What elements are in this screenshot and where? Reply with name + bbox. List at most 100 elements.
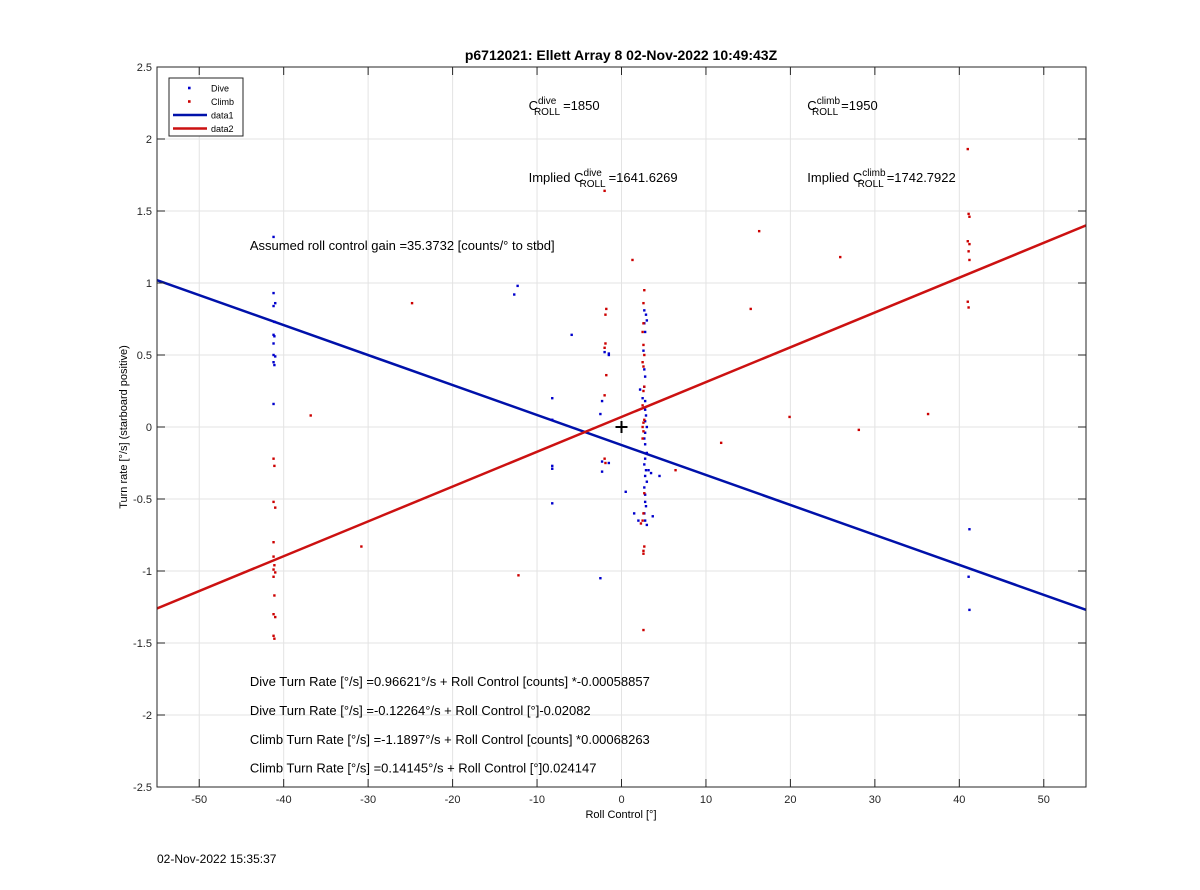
y-tick-label: 0 [146,422,152,434]
dive-point [273,335,276,338]
dive-point [645,523,649,527]
chart-title: p6712021: Ellett Array 8 02-Nov-2022 10:… [465,47,778,63]
climb-point [272,568,275,571]
climb-point [642,549,645,553]
dive-point [643,408,647,411]
annotation-eq3: Climb Turn Rate [°/s] =-1.1897°/s + Roll… [250,732,650,747]
climb-point [968,242,971,246]
dive-point [649,471,653,475]
climb-point [274,571,277,574]
climb-point [639,522,643,525]
climb-point [642,430,645,433]
climb-point [967,212,970,216]
dive-point [967,575,970,578]
dive-point [551,464,554,468]
annotation-c-dive: Cdive ROLL =1850 [529,96,600,118]
climb-point [272,613,275,616]
dive-point [513,293,516,296]
climb-point [272,500,275,504]
dive-point [968,528,971,531]
climb-point [926,412,930,416]
climb-point [749,307,752,311]
dive-point [272,353,275,357]
x-tick-label: 40 [953,794,965,806]
climb-point [757,229,761,233]
climb-point [643,289,646,292]
dive-point [551,467,554,470]
x-axis-label: Roll Control [°] [585,809,656,821]
climb-point [410,301,414,305]
x-tick-label: -40 [276,794,292,806]
legend-label-data2: data2 [211,124,234,134]
climb-point [642,365,645,368]
dive-point [643,500,647,504]
dive-point [624,490,627,493]
climb-point [273,637,276,640]
dive-point [273,320,276,324]
annotation-eq4: Climb Turn Rate [°/s] =0.14145°/s + Roll… [250,761,597,776]
dive-point [643,399,647,403]
data-layer [157,147,1086,640]
x-tick-label: -20 [445,794,461,806]
annotation-c-climb: Cclimb ROLL =1950 [807,96,877,118]
dive-point [272,342,275,345]
dive-point [607,461,611,465]
dive-point [658,474,661,478]
annotation-eq2: Dive Turn Rate [°/s] =-0.12264°/s + Roll… [250,703,591,718]
dive-point [645,451,649,455]
climb-point [643,418,646,421]
climb-point [857,428,861,432]
dive-point [643,375,647,378]
dive-point [643,420,647,423]
dive-point [643,486,646,489]
climb-point [968,258,971,262]
climb-point [643,492,646,495]
annotation-implied-dive: Implied Cdive ROLL =1641.6269 [529,168,678,190]
climb-point [604,342,607,345]
dive-point [272,402,275,406]
dive-point [647,469,650,472]
y-tick-label: 1 [146,278,152,290]
legend-label-climb: Climb [211,97,234,107]
dive-point [637,519,640,522]
dive-point [607,353,611,357]
dive-point [968,608,971,612]
dive-point [643,474,647,478]
climb-point [642,301,645,305]
climb-point [273,564,276,567]
dive-point [641,397,644,400]
y-tick-label: -0.5 [133,494,152,506]
dive-point [273,363,276,367]
dive-point [642,349,645,352]
footer-timestamp: 02-Nov-2022 15:35:37 [157,852,277,866]
climb-point [642,389,645,393]
dive-point [643,463,646,466]
dive-point [551,418,554,421]
dive-point [603,350,606,354]
climb-point [642,343,645,347]
dive-point [643,309,646,312]
climb-point [839,255,842,259]
y-tick-label: 2.5 [137,62,152,74]
legend-box [168,77,244,137]
x-tick-label: 10 [700,794,712,806]
climb-point [967,250,970,253]
climb-point [642,421,645,424]
fit-line-data1 [157,278,1086,612]
dive-point [551,397,554,400]
y-tick-label: 1.5 [137,206,152,218]
climb-point [641,437,644,440]
climb-point [643,545,646,548]
dive-point [600,399,604,403]
climb-point [643,385,646,388]
climb-point [604,313,607,316]
climb-point [966,147,969,151]
climb-point [272,634,275,637]
x-tick-label: 30 [869,794,881,806]
climb-point [967,306,970,309]
dive-point [643,519,647,522]
dive-point [644,469,648,472]
climb-point [274,615,277,619]
y-tick-label: -1 [142,566,152,578]
